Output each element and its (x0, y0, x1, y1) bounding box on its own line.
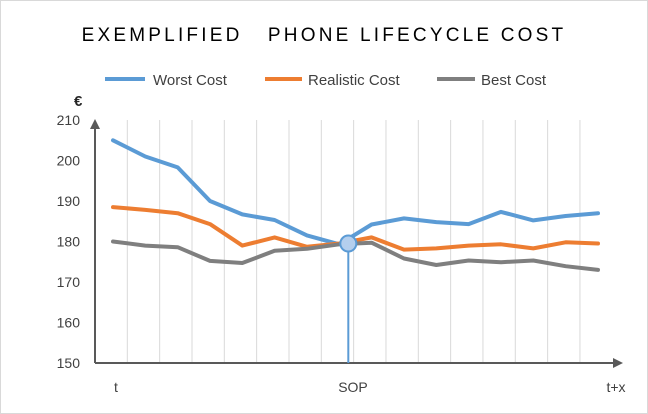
legend: Worst Cost Realistic Cost Best Cost (105, 72, 547, 89)
x-tick-label: t (114, 379, 118, 395)
y-tick-label: 200 (57, 153, 81, 169)
y-tick-label: 180 (57, 234, 81, 250)
y-tick-label: 210 (57, 112, 81, 128)
x-tick-label: SOP (338, 379, 368, 395)
y-tick-labels: 210 200 190 180 170 160 150 (57, 112, 81, 371)
y-tick-label: 160 (57, 315, 81, 331)
x-tick-label: t+x (606, 379, 625, 395)
legend-label-worst: Worst Cost (153, 72, 228, 89)
y-tick-label: 150 (57, 355, 81, 371)
y-axis-unit: € (74, 93, 83, 110)
sop-marker-point (339, 234, 358, 253)
sop-marker-group (339, 234, 358, 363)
chart-title: EXEMPLIFIED PHONE LIFECYCLE COST (82, 25, 567, 46)
x-tick-labels: t SOP t+x (114, 379, 625, 395)
legend-label-best: Best Cost (481, 72, 547, 89)
y-tick-label: 170 (57, 274, 81, 290)
legend-label-realistic: Realistic Cost (308, 72, 401, 89)
y-tick-label: 190 (57, 193, 81, 209)
series-line-worst-cost (111, 138, 600, 247)
series-lines (111, 138, 600, 272)
